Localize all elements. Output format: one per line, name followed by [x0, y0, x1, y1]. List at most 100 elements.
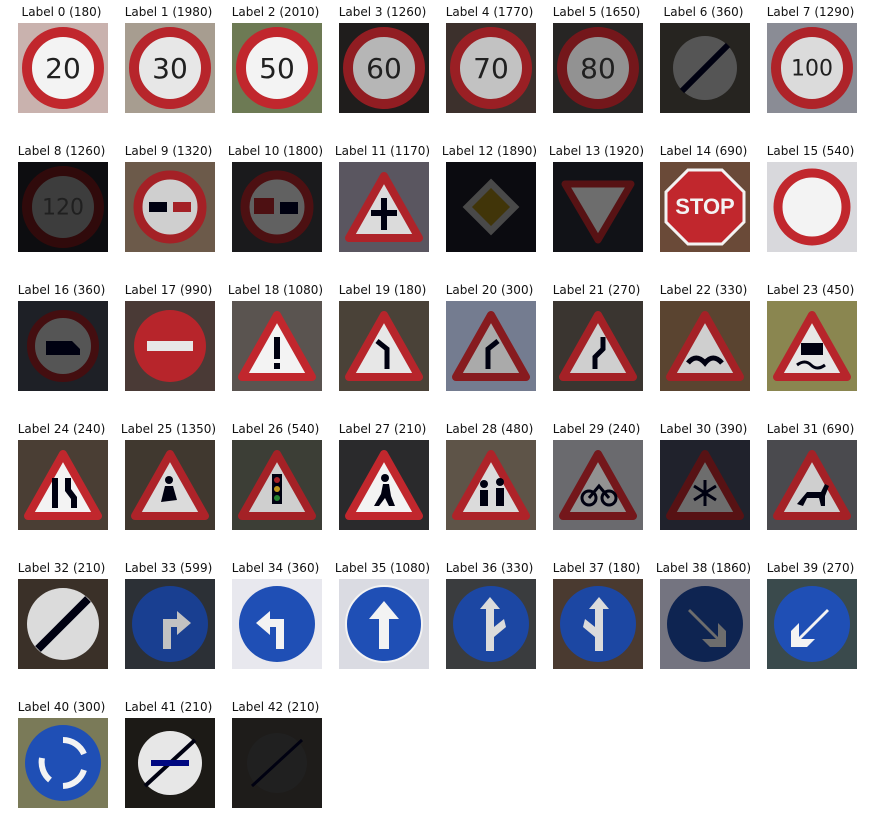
- sign-image: [553, 440, 643, 530]
- sign-label: Label 16 (360): [17, 283, 106, 297]
- sign-image: [125, 440, 215, 530]
- sign-image: [446, 440, 536, 530]
- sign-drawing: [767, 301, 857, 391]
- sign-drawing: [446, 162, 536, 252]
- sign-drawing: [339, 301, 429, 391]
- sign-image: [232, 301, 322, 391]
- sign-drawing: [553, 440, 643, 530]
- sign-image: [660, 301, 750, 391]
- sign-drawing: [553, 162, 643, 252]
- sign-label: Label 28 (480): [445, 422, 534, 436]
- sign-image: [125, 718, 215, 808]
- sign-image: [553, 301, 643, 391]
- sign-label: Label 22 (330): [659, 283, 748, 297]
- sign-label: Label 8 (1260): [17, 144, 106, 158]
- sign-label: Label 33 (599): [124, 561, 213, 575]
- sign-label: Label 1 (1980): [124, 5, 213, 19]
- sign-label: Label 17 (990): [124, 283, 213, 297]
- sign-image: [18, 440, 108, 530]
- sign-drawing: [125, 162, 215, 252]
- sign-drawing: [232, 579, 322, 669]
- sign-image: [125, 162, 215, 252]
- sign-image: [553, 579, 643, 669]
- sign-label: Label 29 (240): [552, 422, 641, 436]
- sign-drawing: STOP: [660, 162, 750, 252]
- sign-image: STOP: [660, 162, 750, 252]
- sign-drawing: 80: [553, 23, 643, 113]
- sign-label: Label 0 (180): [21, 5, 102, 19]
- sign-label: Label 9 (1320): [124, 144, 213, 158]
- sign-label: Label 3 (1260): [338, 5, 427, 19]
- sign-label: Label 40 (300): [17, 700, 106, 714]
- sign-image: [446, 579, 536, 669]
- sign-drawing: [125, 579, 215, 669]
- sign-label: Label 14 (690): [659, 144, 748, 158]
- svg-text:50: 50: [259, 52, 295, 85]
- sign-drawing: [18, 301, 108, 391]
- sign-label: Label 27 (210): [338, 422, 427, 436]
- sign-label: Label 7 (1290): [766, 5, 855, 19]
- sign-drawing: 50: [232, 23, 322, 113]
- sign-label: Label 34 (360): [231, 561, 320, 575]
- sign-label: Label 31 (690): [766, 422, 855, 436]
- sign-label: Label 23 (450): [766, 283, 855, 297]
- sign-label: Label 37 (180): [552, 561, 641, 575]
- sign-image: [339, 440, 429, 530]
- sign-drawing: 30: [125, 23, 215, 113]
- sign-image: [125, 579, 215, 669]
- sign-image: 80: [553, 23, 643, 113]
- sign-drawing: [232, 162, 322, 252]
- sign-label: Label 4 (1770): [445, 5, 534, 19]
- sign-label: Label 24 (240): [17, 422, 106, 436]
- sign-drawing: [339, 579, 429, 669]
- sign-drawing: [232, 718, 322, 808]
- sign-label: Label 12 (1890): [441, 144, 538, 158]
- svg-text:20: 20: [45, 52, 81, 85]
- sign-drawing: [339, 162, 429, 252]
- sign-drawing: [767, 162, 857, 252]
- sign-label: Label 30 (390): [659, 422, 748, 436]
- sign-label: Label 15 (540): [766, 144, 855, 158]
- sign-image: [232, 579, 322, 669]
- sign-image: 100: [767, 23, 857, 113]
- sign-image: 120: [18, 162, 108, 252]
- sign-drawing: [125, 440, 215, 530]
- sign-drawing: [446, 440, 536, 530]
- sign-image: [125, 301, 215, 391]
- svg-text:120: 120: [42, 196, 84, 221]
- sign-drawing: [767, 440, 857, 530]
- sign-image: [767, 579, 857, 669]
- sign-image: [232, 440, 322, 530]
- sign-image: 30: [125, 23, 215, 113]
- sign-drawing: 60: [339, 23, 429, 113]
- sign-label: Label 36 (330): [445, 561, 534, 575]
- svg-text:100: 100: [791, 57, 833, 82]
- sign-label: Label 38 (1860): [655, 561, 752, 575]
- sign-image: [18, 579, 108, 669]
- sign-drawing: 120: [18, 162, 108, 252]
- sign-image: 70: [446, 23, 536, 113]
- sign-label: Label 35 (1080): [334, 561, 431, 575]
- sign-drawing: [446, 301, 536, 391]
- sign-drawing: [660, 579, 750, 669]
- sign-image: [232, 718, 322, 808]
- sign-drawing: [125, 718, 215, 808]
- sign-image: [660, 440, 750, 530]
- sign-label: Label 41 (210): [124, 700, 213, 714]
- sign-label: Label 32 (210): [17, 561, 106, 575]
- sign-image: 50: [232, 23, 322, 113]
- sign-drawing: 70: [446, 23, 536, 113]
- sign-image: [767, 162, 857, 252]
- sign-image: [339, 579, 429, 669]
- sign-image: [232, 162, 322, 252]
- svg-text:60: 60: [366, 52, 402, 85]
- sign-label: Label 13 (1920): [548, 144, 645, 158]
- sign-drawing: [446, 579, 536, 669]
- sign-image: [553, 162, 643, 252]
- sign-drawing: [18, 718, 108, 808]
- sign-image: [767, 301, 857, 391]
- sign-label: Label 5 (1650): [552, 5, 641, 19]
- sign-image: [446, 162, 536, 252]
- sign-image: [660, 579, 750, 669]
